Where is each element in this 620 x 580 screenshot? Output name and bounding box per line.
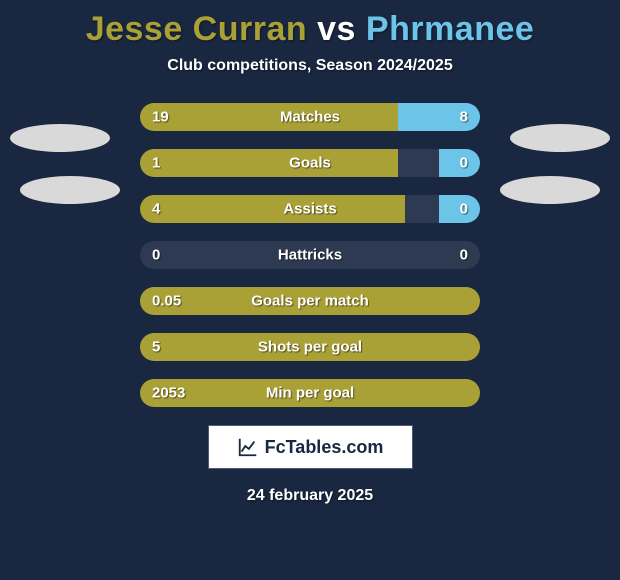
stat-label: Matches [280, 109, 340, 126]
player1-value: 4 [152, 201, 160, 218]
player2-avatar-top [510, 124, 610, 152]
stat-label: Goals [289, 155, 331, 172]
player1-value: 5 [152, 339, 160, 356]
player1-value: 2053 [152, 385, 185, 402]
vs-label: vs [317, 10, 356, 48]
player1-bar-segment [140, 103, 398, 131]
logo-text: FcTables.com [265, 437, 384, 458]
stat-row: 0 Hattricks 0 [140, 241, 480, 269]
stat-row: 1 Goals 0 [140, 149, 480, 177]
player2-value: 8 [460, 109, 468, 126]
player1-value: 1 [152, 155, 160, 172]
stat-row: 4 Assists 0 [140, 195, 480, 223]
stat-label: Shots per goal [258, 339, 362, 356]
player1-avatar-bottom [20, 176, 120, 204]
stat-label: Goals per match [251, 293, 369, 310]
player1-name: Jesse Curran [86, 10, 307, 48]
player1-bar-segment [140, 195, 405, 223]
comparison-title: Jesse Curran vs Phrmanee [0, 0, 620, 49]
stat-label: Min per goal [266, 385, 354, 402]
player2-value: 0 [460, 247, 468, 264]
player1-value: 0 [152, 247, 160, 264]
subtitle: Club competitions, Season 2024/2025 [0, 57, 620, 75]
player2-avatar-bottom [500, 176, 600, 204]
player2-name: Phrmanee [366, 10, 534, 48]
chart-icon [237, 436, 259, 458]
stat-row: 0.05 Goals per match [140, 287, 480, 315]
player2-value: 0 [460, 201, 468, 218]
stat-label: Hattricks [278, 247, 342, 264]
stat-label: Assists [283, 201, 336, 218]
player1-avatar-top [10, 124, 110, 152]
player1-value: 0.05 [152, 293, 181, 310]
stat-row: 5 Shots per goal [140, 333, 480, 361]
stat-row: 2053 Min per goal [140, 379, 480, 407]
date-label: 24 february 2025 [0, 487, 620, 505]
player1-bar-segment [140, 149, 398, 177]
stats-container: 19 Matches 8 1 Goals 0 4 Assists 0 0 Hattricks 0 0.0… [140, 103, 480, 407]
player2-value: 0 [460, 155, 468, 172]
fctables-logo[interactable]: FcTables.com [208, 425, 413, 469]
player1-value: 19 [152, 109, 169, 126]
stat-row: 19 Matches 8 [140, 103, 480, 131]
